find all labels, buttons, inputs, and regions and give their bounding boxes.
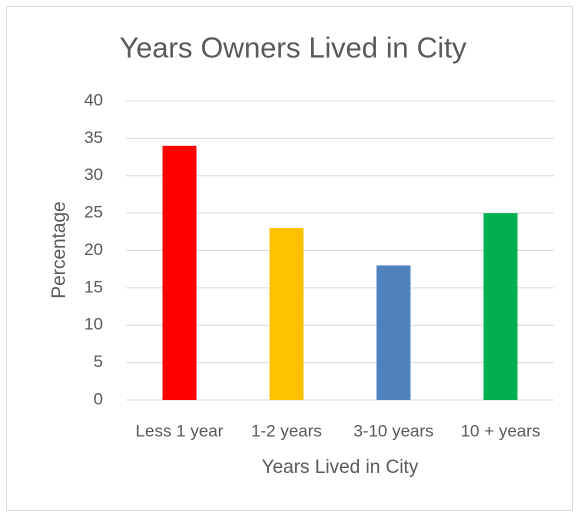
x-tick-label: 10 + years	[461, 421, 541, 440]
bar	[483, 213, 518, 400]
x-tick-label: 3-10 years	[353, 421, 433, 440]
y-tick-label: 10	[84, 315, 103, 334]
y-tick-label: 35	[84, 128, 103, 147]
y-tick-label: 15	[84, 277, 103, 296]
chart-title: Years Owners Lived in City	[119, 33, 467, 65]
y-tick-label: 0	[94, 389, 103, 408]
x-tick-label: 1-2 years	[251, 421, 322, 440]
x-axis-label: Years Lived in City	[262, 457, 419, 478]
y-tick-label: 20	[84, 240, 103, 259]
y-tick-label: 5	[94, 352, 103, 371]
y-tick-label: 40	[84, 90, 103, 109]
bar	[269, 228, 304, 400]
y-tick-label: 25	[84, 203, 103, 222]
x-tick-label: Less 1 year	[136, 421, 224, 440]
y-axis-label: Percentage	[49, 201, 70, 298]
bar	[376, 265, 411, 400]
y-tick-label: 30	[84, 165, 103, 184]
bar	[162, 145, 197, 400]
